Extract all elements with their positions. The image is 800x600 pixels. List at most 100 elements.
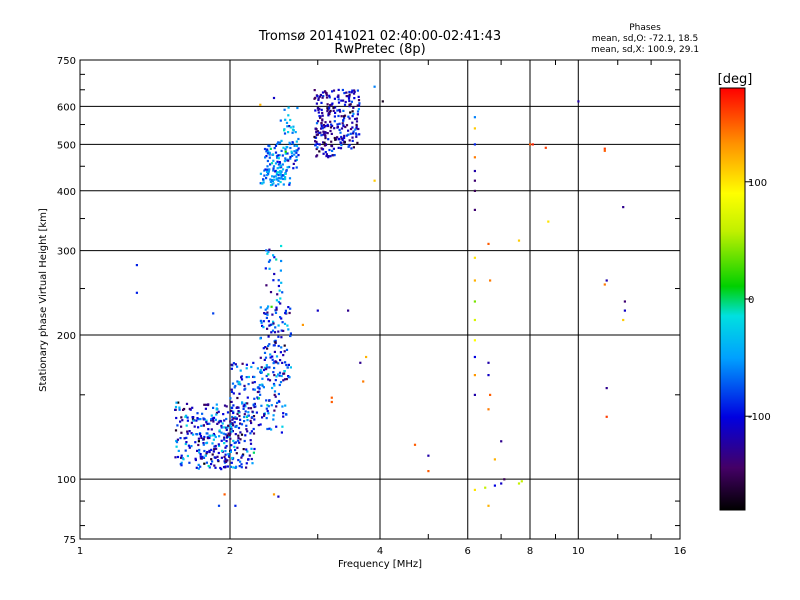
echo-point <box>266 152 269 155</box>
echo-point <box>287 114 290 117</box>
echo-point <box>210 458 213 461</box>
echo-point <box>350 147 353 150</box>
echo-point <box>265 155 268 158</box>
echo-point <box>174 408 177 411</box>
echo-point <box>320 125 323 128</box>
echo-point <box>277 179 280 182</box>
echo-point <box>223 419 226 422</box>
echo-point <box>247 383 250 386</box>
echo-point <box>214 418 217 421</box>
echo-point <box>267 144 270 147</box>
echo-point <box>326 110 329 113</box>
echo-point <box>284 178 287 181</box>
echo-point <box>237 410 240 413</box>
echo-point <box>199 435 202 438</box>
echo-point <box>246 402 249 405</box>
echo-point <box>263 169 266 172</box>
echo-point <box>221 422 224 425</box>
echo-point <box>196 412 199 415</box>
echo-point <box>217 443 220 446</box>
echo-point <box>245 376 248 379</box>
echo-point <box>268 259 272 262</box>
echo-point <box>352 112 355 115</box>
colorbar-label: [deg] <box>718 72 753 87</box>
y-axis-label: Stationary phase Virtual Height [km] <box>38 208 49 392</box>
echo-point <box>473 300 476 303</box>
echo-point <box>233 445 236 448</box>
echo-point <box>332 147 335 150</box>
echo-point <box>227 424 230 427</box>
echo-point <box>204 454 207 457</box>
echo-point <box>277 324 280 327</box>
echo-point <box>605 387 608 390</box>
echo-point <box>272 362 275 365</box>
echo-point <box>297 137 300 141</box>
echo-point <box>295 166 298 169</box>
echo-point <box>343 92 346 95</box>
echo-point <box>242 405 245 408</box>
echo-point <box>246 396 249 399</box>
echo-point <box>255 411 258 414</box>
echo-point <box>261 416 264 419</box>
echo-point <box>347 115 350 118</box>
echo-point <box>342 99 345 102</box>
echo-point <box>202 442 205 445</box>
echo-point <box>323 126 326 129</box>
x-tick-label: 10 <box>572 546 585 557</box>
echo-point <box>182 458 185 461</box>
echo-point <box>253 447 256 451</box>
y-tick-label: 200 <box>57 331 76 342</box>
echo-point <box>196 417 199 420</box>
echo-point <box>343 134 346 137</box>
echo-point <box>342 109 345 112</box>
echo-point <box>279 302 282 305</box>
echo-point <box>208 450 211 454</box>
echo-point <box>225 440 228 443</box>
echo-point <box>280 175 283 178</box>
echo-point <box>235 417 238 420</box>
echo-point <box>265 168 269 171</box>
echo-point <box>231 418 234 421</box>
echo-point <box>203 449 206 453</box>
echo-point <box>331 124 334 127</box>
echo-point <box>268 324 271 327</box>
echo-point <box>239 460 242 463</box>
echo-point <box>185 441 188 444</box>
echo-point <box>203 418 206 421</box>
echo-point <box>347 95 350 98</box>
echo-point <box>210 428 213 431</box>
echo-point <box>205 421 208 424</box>
echo-point <box>199 465 202 468</box>
echo-point <box>473 318 476 322</box>
echo-point <box>250 421 253 425</box>
chart-title: Tromsø 20141021 02:40:00-02:41:43 <box>258 29 501 44</box>
echo-point <box>322 124 326 127</box>
echo-point <box>269 323 272 326</box>
echo-point <box>286 366 289 369</box>
echo-point <box>247 375 250 379</box>
echo-point <box>231 406 234 409</box>
echo-point <box>237 411 240 414</box>
echo-point <box>277 392 280 396</box>
echo-point <box>246 419 249 422</box>
echo-point <box>500 482 503 485</box>
echo-point <box>280 336 283 339</box>
echo-point <box>239 383 242 386</box>
echo-point <box>238 381 241 384</box>
echo-point <box>234 448 237 452</box>
echo-point <box>343 117 346 120</box>
echo-point <box>343 136 346 140</box>
echo-point <box>318 107 321 110</box>
echo-point <box>272 322 275 325</box>
echo-point <box>247 407 250 410</box>
echo-point <box>259 356 262 359</box>
echo-point <box>279 170 282 173</box>
echo-point <box>293 153 296 156</box>
echo-point <box>340 115 343 118</box>
echo-point <box>280 317 283 320</box>
echo-point <box>259 182 262 185</box>
echo-point <box>272 371 275 374</box>
echo-point <box>605 415 608 418</box>
echo-point <box>256 390 259 394</box>
echo-point <box>271 386 274 390</box>
